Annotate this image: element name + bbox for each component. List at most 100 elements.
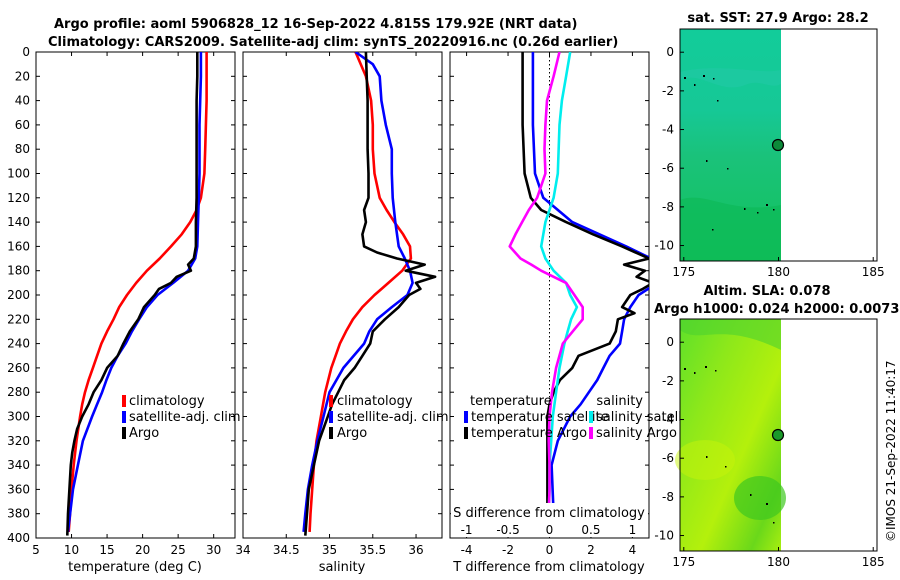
imos-watermark: ©IMOS 21-Sep-2022 11:40:17 (884, 360, 898, 542)
x-tick-label: 36 (408, 543, 423, 557)
map-y-tick-label: -6 (662, 161, 674, 175)
x-tick-label: -4 (461, 543, 473, 557)
x-tick-label: 35.5 (359, 543, 386, 557)
depth-tick-label: 140 (7, 215, 30, 229)
legend-label-satellite: satellite-adj. clim (129, 410, 241, 425)
x-tick-label: 2 (587, 543, 595, 557)
x-tick-label: 5 (32, 543, 40, 557)
sst-argo-location-marker (771, 138, 785, 152)
depth-tick-label: 160 (7, 239, 30, 253)
depth-tick-label: 60 (15, 118, 30, 132)
sla-map-low-band (680, 319, 781, 350)
map-y-tick-label: -4 (662, 413, 674, 427)
salinity-axis-label: salinity (319, 560, 366, 575)
depth-tick-label: 300 (7, 410, 30, 424)
map-y-tick-label: -6 (662, 451, 674, 465)
legend-swatch-t-satellite (464, 411, 468, 423)
s-tick-label: -1 (461, 523, 473, 537)
depth-tick-label: 200 (7, 288, 30, 302)
depth-tick-label: 220 (7, 312, 30, 326)
s-tick-label: 0.5 (581, 523, 600, 537)
map-y-tick-label: -2 (662, 374, 674, 388)
sst-map (679, 28, 878, 262)
series-line-temperature-argo (521, 52, 649, 536)
sla-map (675, 318, 878, 552)
depth-tick-label: 260 (7, 361, 30, 375)
temperature-legend: climatology satellite-adj. clim Argo (122, 394, 241, 441)
figure-title-line2: Climatology: CARS2009. Satellite-adj cli… (48, 35, 618, 50)
series-line-temperature-satellite (531, 52, 649, 536)
legend-swatch-climatology (329, 395, 333, 407)
depth-tick-label: 80 (15, 142, 30, 156)
temperature-axis-label: temperature (deg C) (68, 560, 202, 575)
depth-tick-label: 40 (15, 94, 30, 108)
x-tick-label: -2 (502, 543, 514, 557)
legend-swatch-satellite (329, 411, 333, 423)
legend-title-salinity: salinity (596, 394, 643, 409)
depth-tick-label: 20 (15, 69, 30, 83)
legend-label-argo: Argo (337, 426, 367, 441)
map-y-tick-label: -4 (662, 123, 674, 137)
difference-legend: temperature temperature satellite temper… (464, 394, 699, 441)
series-line-argo (66, 52, 199, 536)
legend-label-t-satellite: temperature satellite (471, 410, 609, 425)
legend-label-s-satellite: salinity satellite (596, 410, 699, 425)
s-tick-label: 1 (629, 523, 637, 537)
legend-swatch-climatology (122, 395, 126, 407)
x-tick-label: 30 (206, 543, 221, 557)
map-y-tick-label: 0 (666, 335, 674, 349)
difference-series (508, 52, 649, 536)
legend-swatch-t-argo (464, 427, 468, 439)
s-difference-ticks: -1 -0.5 0 0.5 1 (461, 523, 637, 537)
map-x-tick-label: 175 (672, 555, 695, 569)
series-line-salinity-satellite (539, 52, 579, 536)
depth-tick-label: 320 (7, 434, 30, 448)
legend-swatch-argo (329, 427, 333, 439)
series-line-salinity-argo (508, 52, 585, 536)
legend-swatch-argo (122, 427, 126, 439)
sst-map-ticks: 175 180 185 0 -2 -4 -6 -8 -10 (654, 45, 884, 279)
sla-map-islands (684, 366, 775, 524)
depth-tick-label: 180 (7, 264, 30, 278)
legend-label-climatology: climatology (129, 394, 205, 409)
series-line-argo (304, 52, 437, 536)
legend-swatch-s-satellite (589, 411, 593, 423)
x-axis-ticks: 5 10 15 20 25 30 34 34.5 35 35.5 36 -4 -2 0 2 4 (32, 52, 636, 557)
sla-argo-location-marker (771, 428, 785, 442)
depth-tick-label: 0 (22, 45, 30, 59)
sla-map-title-line2: Argo h1000: 0.024 h2000: 0.0073 (654, 302, 899, 317)
map-x-tick-label: 180 (767, 555, 790, 569)
legend-swatch-satellite (122, 411, 126, 423)
map-y-tick-label: 0 (666, 45, 674, 59)
x-tick-label: 20 (135, 543, 150, 557)
s-axis-background (451, 503, 648, 537)
sst-map-islands (684, 75, 775, 231)
map-x-tick-label: 175 (672, 265, 695, 279)
legend-label-climatology: climatology (337, 394, 413, 409)
depth-tick-label: 280 (7, 385, 30, 399)
map-y-tick-label: -8 (662, 490, 674, 504)
map-y-tick-label: -10 (654, 529, 674, 543)
depth-tick-label: 340 (7, 458, 30, 472)
sst-map-title: sat. SST: 27.9 Argo: 28.2 (687, 11, 868, 26)
legend-label-satellite: satellite-adj. clim (337, 410, 449, 425)
x-tick-label: 35 (322, 543, 337, 557)
depth-tick-label: 100 (7, 167, 30, 181)
depth-tick-label: 380 (7, 507, 30, 521)
legend-title-temperature: temperature (470, 394, 552, 409)
map-y-tick-label: -2 (662, 84, 674, 98)
map-x-tick-label: 185 (862, 265, 885, 279)
x-tick-label: 25 (171, 543, 186, 557)
map-x-tick-label: 180 (767, 265, 790, 279)
series-line-climatology (67, 52, 208, 532)
depth-tick-label: 120 (7, 191, 30, 205)
x-tick-label: 34 (235, 543, 250, 557)
legend-swatch-s-argo (589, 427, 593, 439)
sst-map-warm-band (680, 68, 781, 88)
x-tick-label: 15 (99, 543, 114, 557)
series-line-satellite-adj-clim (302, 52, 414, 533)
legend-label-s-argo: salinity Argo (596, 426, 677, 441)
salinity-series (302, 52, 437, 536)
x-tick-label: 0 (546, 543, 554, 557)
depth-axis: 0 20 40 60 80 100 120 140 160 180 200 220 240 260 280 3… (7, 45, 649, 545)
